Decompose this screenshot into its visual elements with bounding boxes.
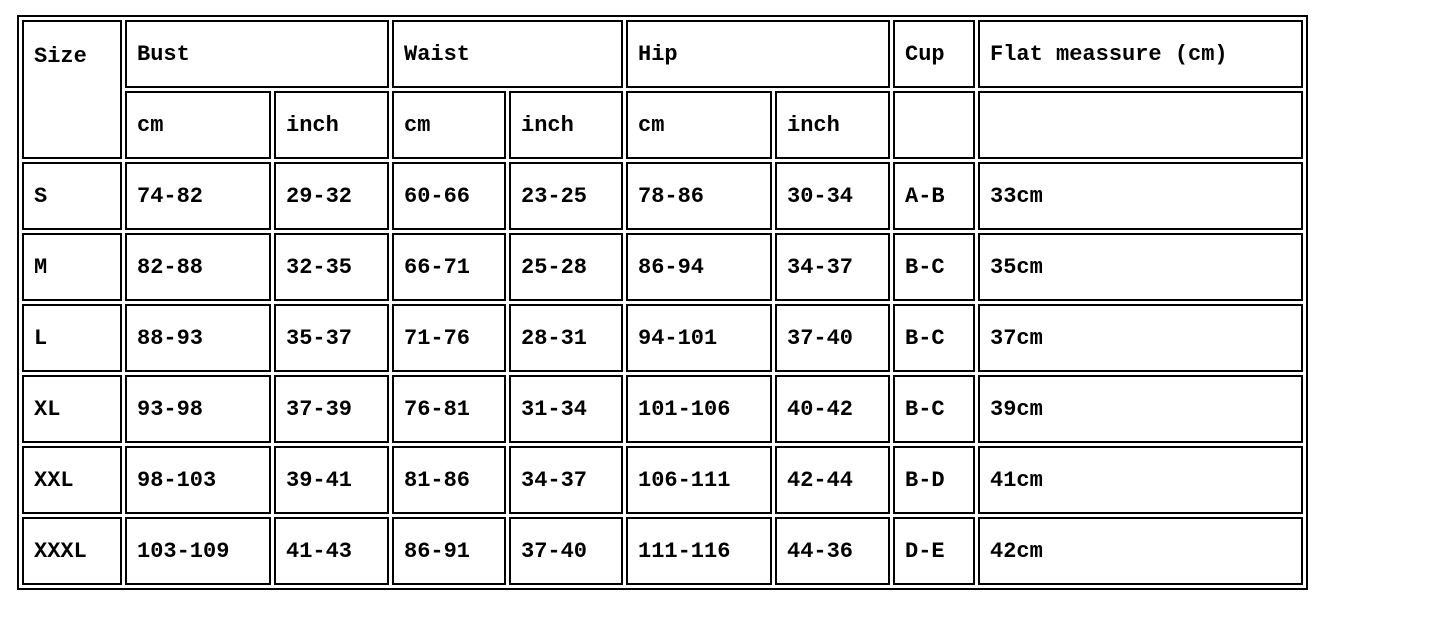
cell-size: L <box>22 304 122 372</box>
cell-hip-inch: 34-37 <box>775 233 890 301</box>
cell-bust-inch: 29-32 <box>274 162 389 230</box>
cell-waist-inch: 37-40 <box>509 517 623 585</box>
header-waist-cm: cm <box>392 91 506 159</box>
cell-hip-inch: 40-42 <box>775 375 890 443</box>
cell-cup: D-E <box>893 517 975 585</box>
header-waist-inch: inch <box>509 91 623 159</box>
header-bust: Bust <box>125 20 389 88</box>
cell-waist-cm: 71-76 <box>392 304 506 372</box>
cell-cup: B-C <box>893 304 975 372</box>
header-cup-empty <box>893 91 975 159</box>
cell-waist-inch: 28-31 <box>509 304 623 372</box>
cell-waist-cm: 60-66 <box>392 162 506 230</box>
cell-bust-cm: 74-82 <box>125 162 271 230</box>
cell-cup: B-C <box>893 233 975 301</box>
cell-flat-measure: 41cm <box>978 446 1303 514</box>
header-row-2: cm inch cm inch cm inch <box>22 91 1303 159</box>
cell-hip-cm: 94-101 <box>626 304 772 372</box>
cell-flat-measure: 42cm <box>978 517 1303 585</box>
cell-size: S <box>22 162 122 230</box>
cell-flat-measure: 39cm <box>978 375 1303 443</box>
cell-waist-cm: 66-71 <box>392 233 506 301</box>
table-row: S 74-82 29-32 60-66 23-25 78-86 30-34 A-B 33cm <box>22 162 1303 230</box>
cell-waist-inch: 34-37 <box>509 446 623 514</box>
cell-waist-cm: 76-81 <box>392 375 506 443</box>
cell-bust-inch: 32-35 <box>274 233 389 301</box>
cell-bust-cm: 98-103 <box>125 446 271 514</box>
table-row: L 88-93 35-37 71-76 28-31 94-101 37-40 B-C 37cm <box>22 304 1303 372</box>
cell-bust-cm: 88-93 <box>125 304 271 372</box>
cell-cup: A-B <box>893 162 975 230</box>
cell-size: M <box>22 233 122 301</box>
header-row-1: Size Bust Waist Hip Cup Flat meassure (c… <box>22 20 1303 159</box>
cell-cup: B-D <box>893 446 975 514</box>
cell-bust-inch: 39-41 <box>274 446 389 514</box>
table-row: XL 93-98 37-39 76-81 31-34 101-106 40-42 B-C 39c… <box>22 375 1303 443</box>
cell-bust-cm: 82-88 <box>125 233 271 301</box>
table-row: XXL 98-103 39-41 81-86 34-37 106-111 42-44 B-D 4… <box>22 446 1303 514</box>
size-chart-table: Size Bust Waist Hip Cup Flat meassure (c… <box>17 15 1308 590</box>
cell-size: XL <box>22 375 122 443</box>
header-flat-empty <box>978 91 1303 159</box>
cell-flat-measure: 37cm <box>978 304 1303 372</box>
cell-hip-cm: 78-86 <box>626 162 772 230</box>
cell-hip-cm: 101-106 <box>626 375 772 443</box>
cell-bust-cm: 93-98 <box>125 375 271 443</box>
header-waist: Waist <box>392 20 623 88</box>
cell-hip-cm: 86-94 <box>626 233 772 301</box>
cell-flat-measure: 35cm <box>978 233 1303 301</box>
cell-hip-inch: 42-44 <box>775 446 890 514</box>
cell-cup: B-C <box>893 375 975 443</box>
cell-waist-cm: 81-86 <box>392 446 506 514</box>
cell-waist-cm: 86-91 <box>392 517 506 585</box>
header-hip-cm: cm <box>626 91 772 159</box>
header-hip-inch: inch <box>775 91 890 159</box>
cell-hip-cm: 111-116 <box>626 517 772 585</box>
cell-hip-inch: 44-36 <box>775 517 890 585</box>
cell-hip-cm: 106-111 <box>626 446 772 514</box>
cell-hip-inch: 30-34 <box>775 162 890 230</box>
header-size: Size <box>22 20 122 159</box>
header-cup: Cup <box>893 20 975 88</box>
cell-flat-measure: 33cm <box>978 162 1303 230</box>
table-row: M 82-88 32-35 66-71 25-28 86-94 34-37 B-C 35cm <box>22 233 1303 301</box>
cell-bust-inch: 37-39 <box>274 375 389 443</box>
cell-size: XXXL <box>22 517 122 585</box>
cell-size: XXL <box>22 446 122 514</box>
header-flat-measure: Flat meassure (cm) <box>978 20 1303 88</box>
header-bust-cm: cm <box>125 91 271 159</box>
cell-waist-inch: 25-28 <box>509 233 623 301</box>
cell-waist-inch: 31-34 <box>509 375 623 443</box>
cell-hip-inch: 37-40 <box>775 304 890 372</box>
header-bust-inch: inch <box>274 91 389 159</box>
header-hip: Hip <box>626 20 890 88</box>
cell-bust-inch: 35-37 <box>274 304 389 372</box>
cell-bust-cm: 103-109 <box>125 517 271 585</box>
cell-waist-inch: 23-25 <box>509 162 623 230</box>
table-row: XXXL 103-109 41-43 86-91 37-40 111-116 44-36 D-… <box>22 517 1303 585</box>
cell-bust-inch: 41-43 <box>274 517 389 585</box>
